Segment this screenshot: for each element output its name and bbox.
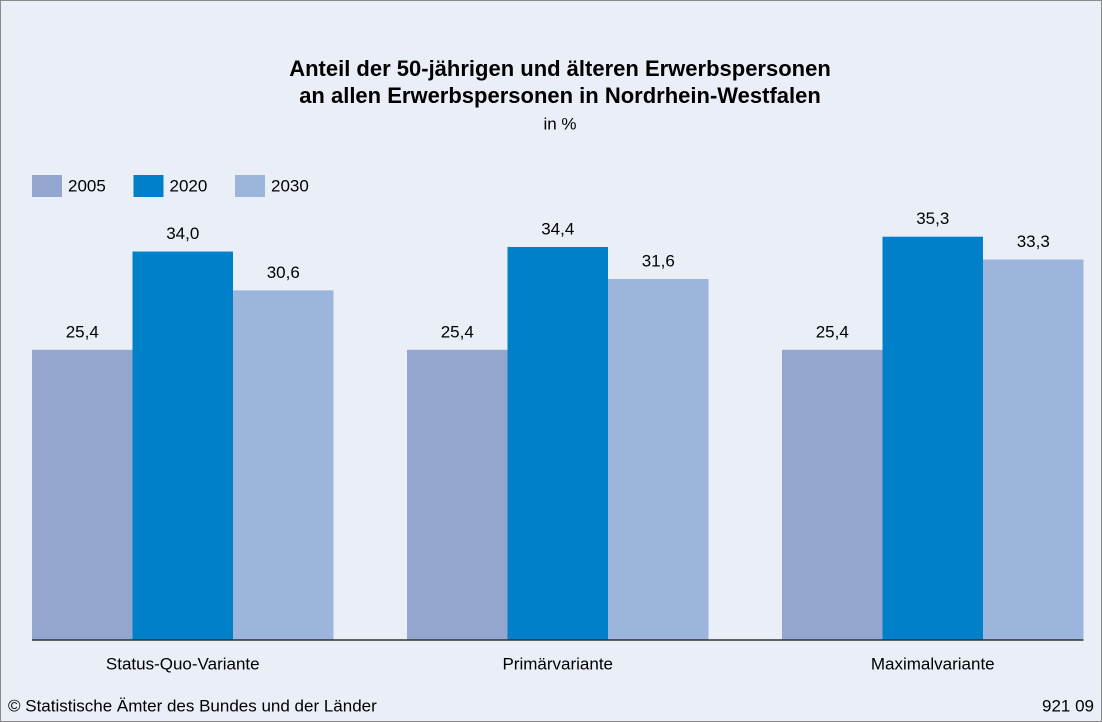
legend-swatch <box>133 175 164 197</box>
data-label: 25,4 <box>441 322 474 341</box>
data-label: 35,3 <box>916 209 949 228</box>
bar <box>608 278 709 640</box>
chart-title: Anteil der 50-jährigen und älteren Erwer… <box>289 56 831 81</box>
source: © Statistische Ämter des Bundes und der … <box>8 696 377 715</box>
x-tick-label: Status-Quo-Variante <box>106 654 260 673</box>
bar <box>983 259 1084 640</box>
legend-swatch <box>32 175 62 197</box>
bar <box>407 349 508 640</box>
bar <box>132 251 233 641</box>
chart-subtitle: in % <box>543 114 576 133</box>
data-label: 30,6 <box>267 263 300 282</box>
chart-title: an allen Erwerbspersonen in Nordrhein-We… <box>299 83 821 108</box>
data-label: 33,3 <box>1017 232 1050 251</box>
data-label: 25,4 <box>816 322 849 341</box>
bar <box>507 246 608 641</box>
bar <box>233 290 334 640</box>
data-label: 31,6 <box>642 251 675 270</box>
data-label: 25,4 <box>66 322 99 341</box>
x-tick-label: Maximalvariante <box>871 654 995 673</box>
legend-label: 2030 <box>271 176 309 195</box>
legend-label: 2020 <box>170 176 208 195</box>
legend-label: 2005 <box>68 176 106 195</box>
bar <box>32 349 133 640</box>
x-tick-label: Primärvariante <box>502 654 613 673</box>
data-label: 34,0 <box>166 224 199 243</box>
bar <box>782 349 883 640</box>
bar <box>882 236 983 640</box>
legend-swatch <box>235 175 265 197</box>
chart-code: 921 09 <box>1042 696 1094 715</box>
data-label: 34,4 <box>541 219 574 238</box>
